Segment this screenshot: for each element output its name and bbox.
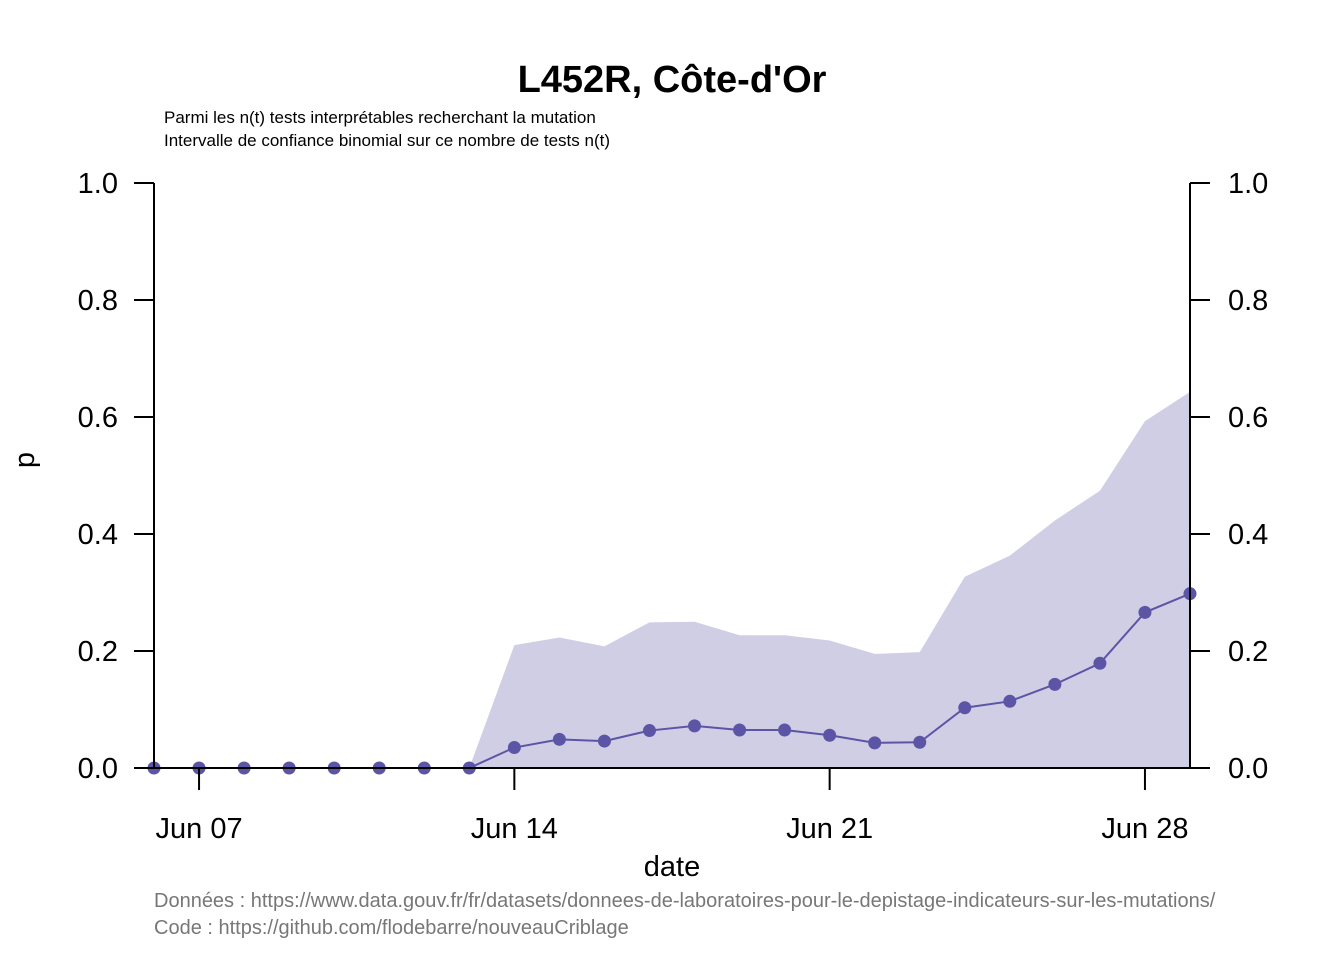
data-point — [733, 723, 747, 737]
y-tick-label: 1.0 — [78, 168, 118, 200]
data-point — [778, 723, 792, 737]
right-y-tick-label: 0.6 — [1228, 402, 1268, 434]
data-source-caption: Données : https://www.data.gouv.fr/fr/da… — [154, 890, 1216, 912]
x-axis: Jun 07 Jun 14 Jun 21 Jun 28 — [156, 768, 1188, 845]
chart-subtitle-line-1: Parmi les n(t) tests interprétables rech… — [164, 108, 596, 127]
right-y-tick-label: 0.4 — [1228, 519, 1268, 551]
data-point — [552, 732, 566, 746]
data-point — [688, 719, 702, 733]
data-point — [1093, 656, 1107, 670]
x-tick-label: Jun 28 — [1101, 813, 1188, 845]
chart-title: L452R, Côte-d'Or — [518, 59, 827, 101]
data-point — [642, 724, 656, 738]
x-tick-label: Jun 14 — [471, 813, 558, 845]
data-point — [958, 701, 972, 715]
data-point — [1003, 694, 1017, 708]
y-tick-label: 0.4 — [78, 519, 118, 551]
plot-area — [147, 391, 1197, 775]
data-point — [1138, 605, 1152, 619]
y-tick-label: 0.8 — [78, 285, 118, 317]
data-point — [868, 736, 882, 750]
right-y-tick-label: 0.0 — [1228, 753, 1268, 785]
y-axis-label: p — [9, 452, 41, 468]
data-point — [597, 734, 611, 748]
y-tick-label: 0.6 — [78, 402, 118, 434]
x-axis-label: date — [644, 851, 700, 883]
data-point — [823, 728, 837, 742]
data-point — [507, 741, 521, 755]
chart-subtitle-line-2: Intervalle de confiance binomial sur ce … — [164, 131, 610, 150]
y-tick-label: 0.0 — [78, 753, 118, 785]
data-point — [913, 735, 927, 749]
code-source-caption: Code : https://github.com/flodebarre/nou… — [154, 917, 629, 939]
y-tick-label: 0.2 — [78, 636, 118, 668]
left-y-axis: 0.0 0.2 0.4 0.6 0.8 1.0 — [78, 168, 155, 785]
right-y-tick-label: 0.8 — [1228, 285, 1268, 317]
confidence-band — [154, 391, 1190, 768]
right-y-tick-label: 0.2 — [1228, 636, 1268, 668]
x-tick-label: Jun 21 — [786, 813, 873, 845]
right-y-tick-label: 1.0 — [1228, 168, 1268, 200]
right-y-axis: 0.0 0.2 0.4 0.6 0.8 1.0 — [1189, 168, 1268, 785]
x-tick-label: Jun 07 — [156, 813, 243, 845]
data-point — [1048, 677, 1062, 691]
